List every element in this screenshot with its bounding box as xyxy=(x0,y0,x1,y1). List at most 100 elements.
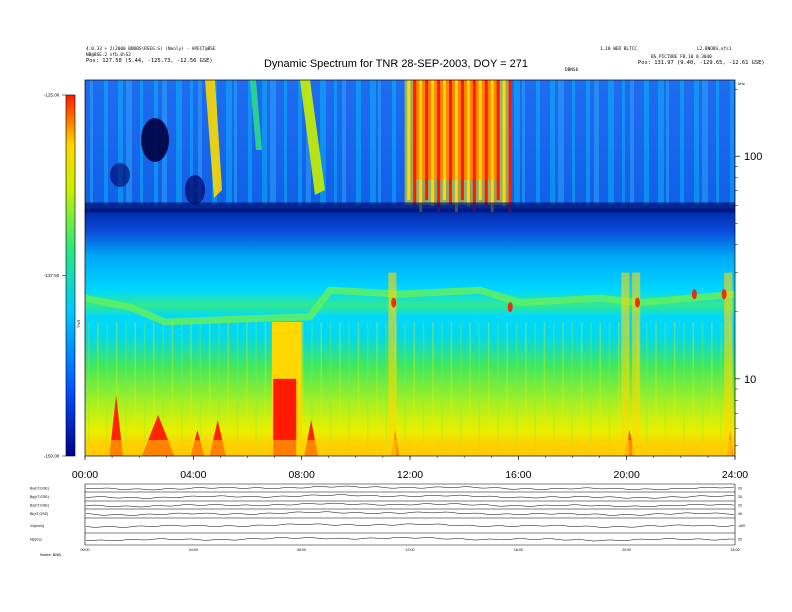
panel-trace xyxy=(85,511,735,516)
streak xyxy=(658,80,664,205)
striation xyxy=(571,321,574,456)
panel-trace xyxy=(85,502,735,508)
emission xyxy=(300,80,325,195)
colorbar-tick-label: -137.50 xyxy=(44,273,60,278)
striation xyxy=(171,321,174,456)
striation xyxy=(125,321,127,456)
x-tick-label: 24:00 xyxy=(722,469,748,481)
burst-stripe xyxy=(478,80,482,200)
header-right-line2: BS_PICTURE FB.10 0.3040 xyxy=(651,55,712,60)
panel-right-tick: -400 xyxy=(738,524,745,528)
streak xyxy=(558,80,564,205)
header-left-line2: NB@BSE.2 sfb.0\S2 xyxy=(86,53,131,58)
striation xyxy=(115,321,118,456)
header-right-line1b: L2.BNOBS.ofs1 xyxy=(697,47,732,52)
streak xyxy=(550,80,555,205)
burst-stripe xyxy=(443,80,447,200)
streak xyxy=(234,80,237,205)
striation xyxy=(562,321,564,456)
colorbar-ticks: -125.00 -137.50 -150.00 xyxy=(44,93,66,459)
streak xyxy=(738,80,743,205)
panel-time-label: 20:00 xyxy=(622,548,631,552)
burst-stripe xyxy=(419,80,423,212)
yellow-column xyxy=(632,272,641,456)
streak xyxy=(730,80,734,205)
streak xyxy=(90,80,93,205)
streak xyxy=(536,80,540,205)
streak xyxy=(594,80,599,205)
striation xyxy=(227,321,229,456)
striation xyxy=(385,321,388,456)
solar-wind-panels: Bx(nT,GSE) 20 By(nT,GSE) 20 Bz(nT,GSE) 20 Bt(n… xyxy=(30,483,745,552)
red-spot xyxy=(391,297,397,308)
burst-stripe xyxy=(466,80,470,206)
panel-time-label: 00:00 xyxy=(81,548,90,552)
streak xyxy=(262,80,267,205)
panel-trace xyxy=(85,485,735,491)
panel-trace xyxy=(85,536,735,542)
striation xyxy=(153,321,155,456)
red-spot xyxy=(691,289,697,300)
panel-time-label: 24:00 xyxy=(731,548,740,552)
y-tick-label: 100 xyxy=(744,151,762,163)
panel-label: Bx(nT,GSE) xyxy=(30,487,49,491)
striation xyxy=(311,321,313,456)
y-unit-label: kHz xyxy=(738,81,745,86)
burst-stripe xyxy=(437,80,441,212)
striation xyxy=(357,321,360,456)
streak xyxy=(370,80,376,205)
panel-right-tick: 40 xyxy=(738,512,742,516)
striation xyxy=(646,321,648,456)
burst-stripe xyxy=(425,80,429,200)
striation xyxy=(525,321,527,456)
footer-notes: Notes: BNB xyxy=(40,552,61,557)
striation xyxy=(580,321,583,456)
red-spot xyxy=(635,297,640,308)
striation xyxy=(246,321,248,456)
burst-stripe xyxy=(484,80,488,206)
burst-stripe xyxy=(431,80,435,206)
striation xyxy=(655,321,657,456)
streak xyxy=(198,80,202,205)
dark-patch xyxy=(141,118,169,162)
striation xyxy=(190,321,192,456)
red-spot xyxy=(507,302,513,313)
dark-band xyxy=(85,202,735,213)
panel-right-tick: 20 xyxy=(738,538,742,542)
streak xyxy=(716,80,719,205)
burst-stripe xyxy=(449,80,452,206)
header-right-line3: Pos: 131.97 (9.40, -129.65, -12.61 GSE) xyxy=(638,60,765,66)
striation xyxy=(208,321,211,456)
header-left-line3: Pos: 127.50 (5.44, -125.73, -12.56 GSE) xyxy=(86,58,213,64)
streak xyxy=(126,80,132,205)
header-center-small: DBNS6 xyxy=(565,68,579,73)
colorbar xyxy=(65,94,76,457)
streak xyxy=(522,80,525,205)
streak xyxy=(270,80,276,205)
striation xyxy=(618,321,620,456)
spectrogram xyxy=(85,80,743,456)
panel-trace xyxy=(85,494,735,499)
striation xyxy=(534,321,536,456)
striation xyxy=(515,321,518,456)
streak xyxy=(666,80,669,205)
striation xyxy=(320,321,322,456)
yellow-column xyxy=(621,272,630,456)
streak xyxy=(622,80,625,205)
striation xyxy=(367,321,369,456)
striation xyxy=(543,321,546,456)
striation xyxy=(432,321,434,456)
burst-stripe xyxy=(454,80,458,212)
striation xyxy=(553,321,555,456)
panel-right-tick: 20 xyxy=(738,504,742,508)
striation xyxy=(711,321,713,456)
burst-stripe xyxy=(413,80,417,206)
striation xyxy=(376,321,378,456)
streak xyxy=(680,80,684,205)
burst-stripe xyxy=(460,80,464,200)
panel-right-tick: 20 xyxy=(738,495,742,499)
x-axis: 00:00 04:00 08:00 12:00 16:00 20:00 24:00 xyxy=(72,456,748,481)
striation xyxy=(404,321,406,456)
striation xyxy=(181,321,183,456)
x-tick-label: 12:00 xyxy=(397,469,423,481)
